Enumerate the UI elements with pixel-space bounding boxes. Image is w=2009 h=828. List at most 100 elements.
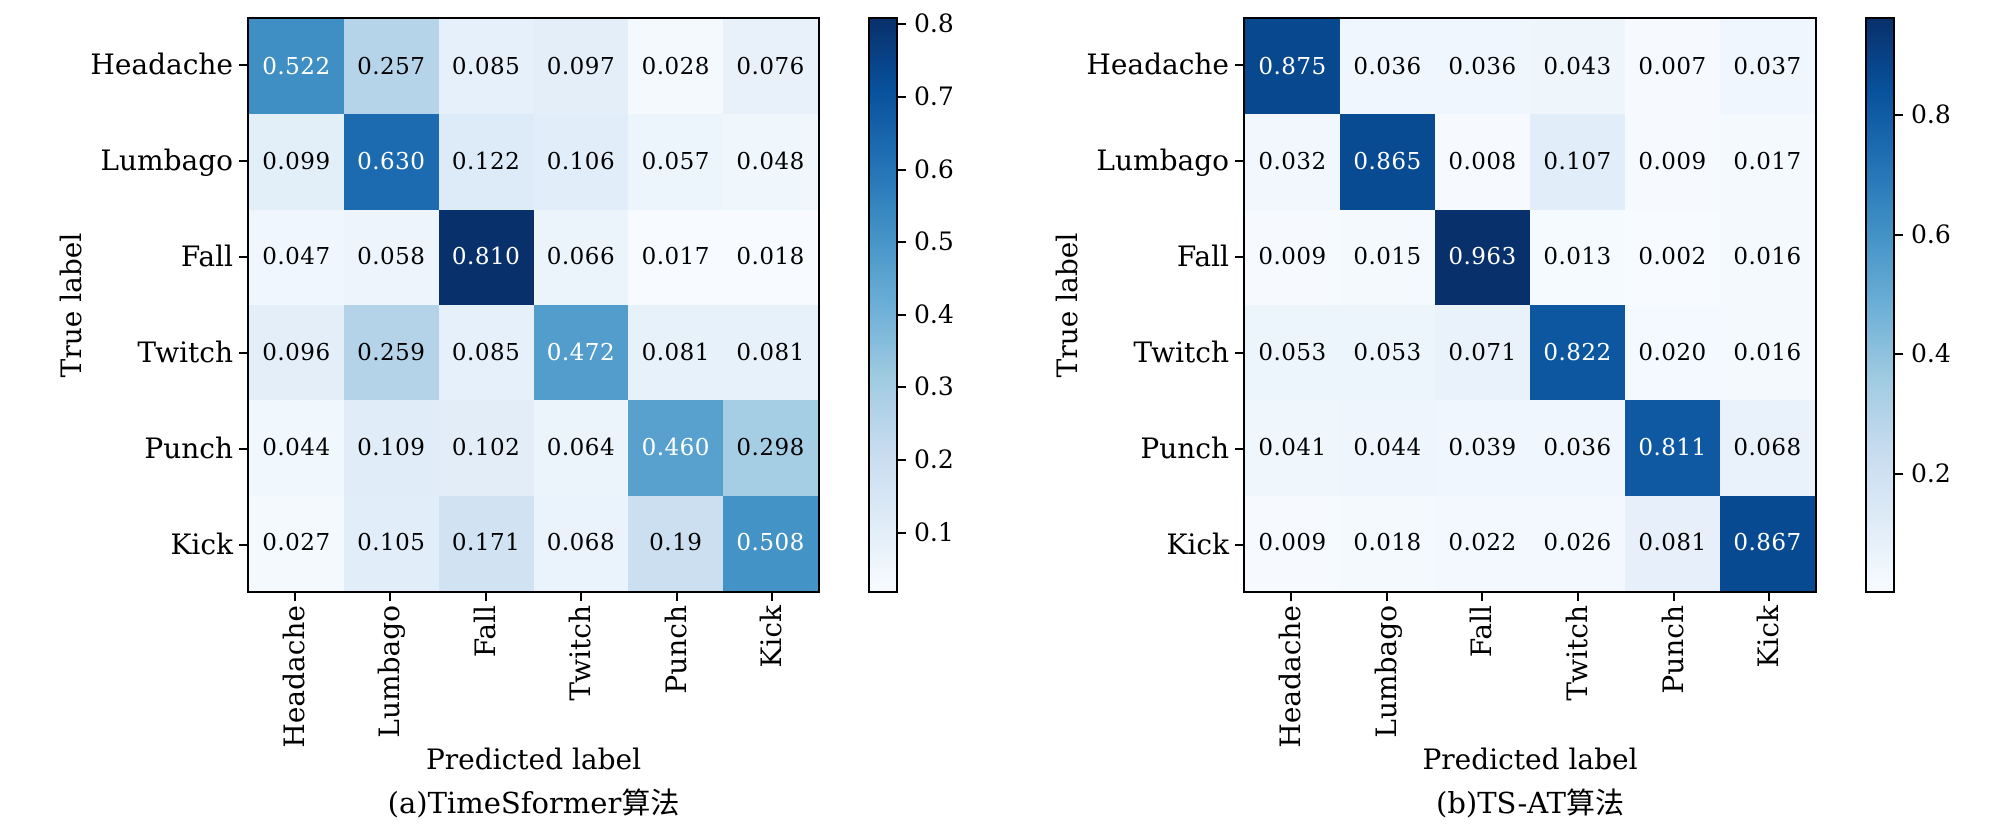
y-tick-label: Fall: [180, 240, 233, 273]
colorbar-tick-label: 0.8: [1911, 99, 1951, 129]
x-tick-label: Lumbago: [373, 605, 407, 738]
subplot-caption-a: (a)TimeSformer算法: [387, 786, 680, 820]
y-tick-label: Lumbago: [100, 144, 233, 177]
heatmap-cell: 0.099: [249, 114, 344, 210]
heatmap-cell: 0.071: [1435, 305, 1530, 401]
heatmap-cell: 0.036: [1340, 19, 1435, 115]
x-axis-title-b: Predicted label: [1422, 743, 1638, 776]
heatmap-cell: 0.259: [343, 305, 439, 401]
heatmap-cell: 0.036: [1435, 19, 1530, 115]
y-tick-mark: [239, 64, 247, 66]
heatmap-cell: 0.257: [343, 19, 439, 115]
colorbar-tick-label: 0.7: [914, 81, 954, 111]
x-tick-mark: [675, 593, 678, 601]
y-tick-label: Twitch: [1133, 336, 1229, 369]
colorbar-tick-mark: [1895, 113, 1903, 116]
colorbar-tick-label: 0.6: [914, 154, 954, 184]
colorbar-a: [868, 17, 898, 593]
heatmap-cell: 0.068: [1720, 400, 1815, 496]
heatmap-cell: 0.048: [723, 114, 818, 210]
x-tick-label: Fall: [468, 605, 502, 658]
x-tick-label: Kick: [755, 605, 789, 668]
heatmap-cell: 0.009: [1625, 114, 1720, 210]
heatmap-cell: 0.037: [1720, 19, 1815, 115]
x-axis-title-a: Predicted label: [425, 743, 642, 776]
heatmap-cell: 0.007: [1625, 19, 1720, 115]
heatmap-cell: 0.822: [1530, 305, 1625, 401]
y-tick-mark: [1235, 160, 1243, 162]
x-tick-mark: [1385, 593, 1388, 601]
y-tick-mark: [239, 256, 247, 258]
heatmap-cell: 0.016: [1720, 209, 1815, 305]
y-tick-label: Lumbago: [1096, 144, 1229, 177]
heatmap-cell: 0.064: [533, 400, 629, 496]
heatmap-cell: 0.017: [1720, 114, 1815, 210]
heatmap-cell: 0.081: [1625, 495, 1720, 591]
y-tick-mark: [1235, 352, 1243, 354]
colorbar-tick-label: 0.2: [1911, 459, 1951, 489]
heatmap-cell: 0.022: [1435, 495, 1530, 591]
x-tick-label: Twitch: [1560, 605, 1594, 701]
colorbar-b: [1865, 17, 1895, 593]
y-tick-mark: [239, 448, 247, 450]
heatmap-cell: 0.009: [1245, 209, 1340, 305]
x-tick-mark: [1289, 593, 1292, 601]
heatmap-cell: 0.105: [343, 495, 439, 591]
heatmap-cell: 0.109: [343, 400, 439, 496]
subplot-caption-b: (b)TS-AT算法: [1436, 786, 1624, 820]
heatmap-cell: 0.298: [723, 400, 818, 496]
y-tick-label: Headache: [1086, 48, 1229, 81]
x-tick-label: Headache: [277, 605, 311, 748]
colorbar-tick-mark: [1895, 353, 1903, 356]
heatmap-cell: 0.076: [723, 19, 818, 115]
y-tick-mark: [239, 352, 247, 354]
x-tick-label: Twitch: [564, 605, 598, 701]
y-tick-mark: [1235, 256, 1243, 258]
heatmap-cell: 0.015: [1340, 209, 1435, 305]
colorbar-tick-mark: [898, 313, 906, 316]
x-tick-mark: [580, 593, 583, 601]
heatmap-cell: 0.057: [628, 114, 724, 210]
colorbar-tick-mark: [898, 168, 906, 171]
heatmap-cell: 0.036: [1530, 400, 1625, 496]
heatmap-cell: 0.472: [533, 305, 629, 401]
colorbar-tick-label: 0.2: [914, 445, 954, 475]
heatmap-cell: 0.081: [723, 305, 818, 401]
y-tick-label: Kick: [170, 528, 233, 561]
heatmap-cell: 0.018: [1340, 495, 1435, 591]
heatmap-cell: 0.171: [438, 495, 534, 591]
heatmap-cell: 0.102: [438, 400, 534, 496]
y-tick-label: Fall: [1176, 240, 1229, 273]
heatmap-cell: 0.867: [1720, 495, 1815, 591]
y-tick-mark: [1235, 448, 1243, 450]
heatmap-cell: 0.039: [1435, 400, 1530, 496]
heatmap-cell: 0.460: [628, 400, 724, 496]
heatmap-cell: 0.865: [1340, 114, 1435, 210]
heatmap-cell: 0.044: [249, 400, 344, 496]
heatmap-cell: 0.013: [1530, 209, 1625, 305]
heatmap-cell: 0.630: [343, 114, 439, 210]
heatmap-cell: 0.044: [1340, 400, 1435, 496]
heatmap-cell: 0.522: [249, 19, 344, 115]
colorbar-tick-label: 0.4: [1911, 339, 1951, 369]
heatmap-cell: 0.106: [533, 114, 629, 210]
heatmap-cell: 0.026: [1530, 495, 1625, 591]
heatmap-cell: 0.043: [1530, 19, 1625, 115]
heatmap-b: 0.875 0.036 0.036 0.043 0.007 0.037 0.032 0.865…: [1243, 17, 1817, 593]
x-tick-mark: [1768, 593, 1771, 601]
x-tick-label: Lumbago: [1369, 605, 1403, 738]
heatmap-cell: 0.028: [628, 19, 724, 115]
x-tick-label: Kick: [1752, 605, 1786, 668]
heatmap-cell: 0.811: [1625, 400, 1720, 496]
y-tick-mark: [1235, 544, 1243, 546]
colorbar-tick-label: 0.8: [914, 9, 954, 39]
heatmap-cell: 0.875: [1245, 19, 1340, 115]
y-tick-label: Twitch: [137, 336, 233, 369]
heatmap-cell: 0.041: [1245, 400, 1340, 496]
x-tick-label: Punch: [659, 605, 693, 694]
x-tick-label: Headache: [1273, 605, 1307, 748]
heatmap-cell: 0.009: [1245, 495, 1340, 591]
heatmap-cell: 0.017: [628, 209, 724, 305]
y-tick-label: Kick: [1166, 528, 1229, 561]
